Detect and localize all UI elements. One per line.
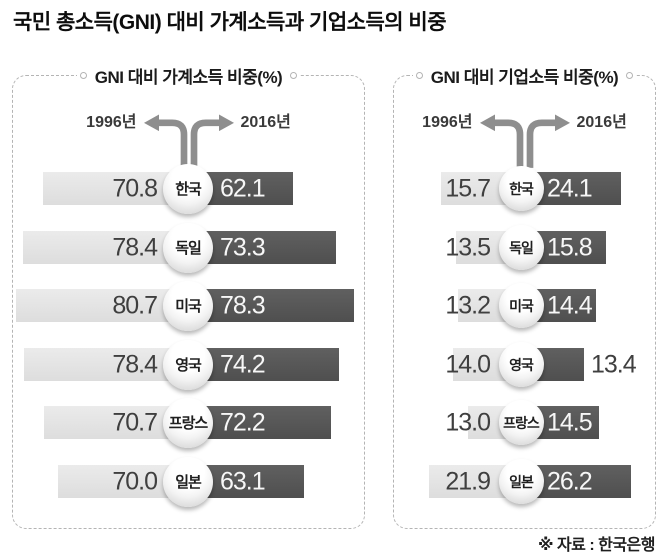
year-legend: 1996년 2016년 <box>13 106 364 168</box>
bar-2016 <box>188 348 339 381</box>
value-2016: 26.2 <box>547 467 593 495</box>
value-1996: 21.9 <box>445 467 491 495</box>
data-source-note: ※ 자료 : 한국은행 <box>537 537 656 554</box>
value-1996: 70.0 <box>112 467 158 495</box>
value-2016: 13.4 <box>591 350 637 378</box>
dash-terminator-dot-right <box>626 72 634 79</box>
country-row-4: 78.4 74.2 영국 <box>13 339 364 390</box>
value-2016: 74.2 <box>220 350 266 378</box>
split-arrow-icon <box>143 114 234 168</box>
value-1996: 13.0 <box>445 408 491 436</box>
panel-household-income-share: GNI 대비 가계소득 비중(%) 1996년 2016년 70.8 62.1 한국… <box>12 63 365 529</box>
country-badge: 일본 <box>498 459 544 504</box>
value-1996: 80.7 <box>112 291 158 319</box>
country-badge: 독일 <box>498 225 544 270</box>
panel-header: GNI 대비 기업소득 비중(%) <box>394 63 655 88</box>
country-row-4: 14.0 13.4 영국 <box>394 342 655 387</box>
country-badge: 영국 <box>498 342 544 387</box>
value-1996: 14.0 <box>445 350 491 378</box>
bar-rows: 15.7 24.1 한국 13.5 15.8 독일 13.2 14.4 미국 14.0 13.4 영국… <box>394 76 655 528</box>
country-row-6: 21.9 26.2 일본 <box>394 459 655 504</box>
bar-2016 <box>188 289 354 322</box>
split-arrow-icon <box>479 114 570 168</box>
country-row-6: 70.0 63.1 일본 <box>13 456 364 507</box>
value-1996: 15.7 <box>445 174 491 202</box>
country-row-1: 15.7 24.1 한국 <box>394 166 655 211</box>
value-1996: 78.4 <box>112 350 158 378</box>
country-row-5: 13.0 14.5 프랑스 <box>394 400 655 445</box>
dash-terminator-dot-left <box>79 72 87 79</box>
value-2016: 14.5 <box>547 408 593 436</box>
bar-1996 <box>16 289 188 322</box>
country-row-2: 13.5 15.8 독일 <box>394 225 655 270</box>
page-title: 국민 총소득(GNI) 대비 가계소득과 기업소득의 비중 <box>13 11 447 34</box>
legend-2016-label: 2016년 <box>576 114 627 131</box>
country-row-1: 70.8 62.1 한국 <box>13 163 364 214</box>
country-row-5: 70.7 72.2 프랑스 <box>13 397 364 448</box>
country-badge: 한국 <box>163 163 213 214</box>
panel-title: GNI 대비 가계소득 비중(%) <box>94 68 283 87</box>
value-2016: 73.3 <box>220 233 266 261</box>
value-1996: 13.5 <box>445 233 491 261</box>
country-badge: 프랑스 <box>498 400 544 445</box>
value-2016: 72.2 <box>220 408 266 436</box>
country-row-3: 80.7 78.3 미국 <box>13 280 364 331</box>
value-2016: 78.3 <box>220 291 266 319</box>
value-2016: 62.1 <box>220 174 266 202</box>
value-2016: 63.1 <box>220 467 266 495</box>
year-legend: 1996년 2016년 <box>394 106 655 168</box>
bar-rows: 70.8 62.1 한국 78.4 73.3 독일 80.7 78.3 미국 78.4 74.2 영국… <box>13 76 364 528</box>
dash-terminator-dot-left <box>415 72 423 79</box>
value-2016: 14.4 <box>547 291 593 319</box>
country-badge: 프랑스 <box>163 397 213 448</box>
country-badge: 미국 <box>163 280 213 331</box>
dash-terminator-dot-right <box>290 72 298 79</box>
value-1996: 78.4 <box>112 233 158 261</box>
country-badge: 미국 <box>498 283 544 328</box>
value-2016: 24.1 <box>547 174 593 202</box>
value-1996: 70.8 <box>112 174 158 202</box>
value-2016: 15.8 <box>547 233 593 261</box>
panel-corporate-income-share: GNI 대비 기업소득 비중(%) 1996년 2016년 15.7 24.1 한국… <box>393 63 656 529</box>
panel-title: GNI 대비 기업소득 비중(%) <box>430 68 619 87</box>
country-badge: 한국 <box>498 166 544 211</box>
legend-2016-label: 2016년 <box>240 114 291 131</box>
country-badge: 독일 <box>163 222 213 273</box>
value-1996: 13.2 <box>445 291 491 319</box>
legend-1996-label: 1996년 <box>86 114 137 131</box>
country-badge: 영국 <box>163 339 213 390</box>
panel-header: GNI 대비 가계소득 비중(%) <box>13 63 364 88</box>
country-row-3: 13.2 14.4 미국 <box>394 283 655 328</box>
country-badge: 일본 <box>163 456 213 507</box>
bar-1996 <box>23 231 188 264</box>
country-row-2: 78.4 73.3 독일 <box>13 222 364 273</box>
value-1996: 70.7 <box>112 408 158 436</box>
bar-1996 <box>24 348 188 381</box>
legend-1996-label: 1996년 <box>422 114 473 131</box>
